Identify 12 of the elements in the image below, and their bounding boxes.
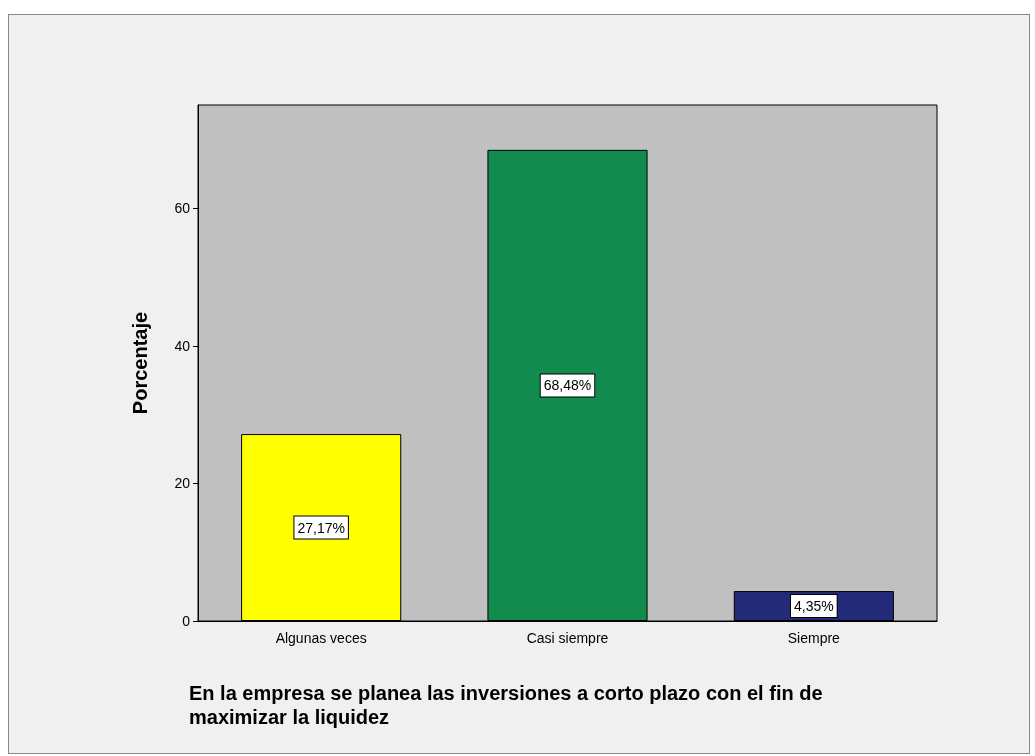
y-tick-label: 20 bbox=[174, 475, 191, 492]
data-label: 4,35% bbox=[793, 598, 834, 615]
data-label: 68,48% bbox=[543, 377, 592, 394]
x-tick-label: Algunas veces bbox=[275, 630, 367, 646]
x-axis-title: En la empresa se planea las inversiones a corto plazo con el fin de maximizar la liquidez bbox=[189, 682, 829, 728]
data-label: 27,17% bbox=[297, 519, 345, 536]
x-tick-label: Casi siempre bbox=[526, 630, 609, 646]
x-tick-label: Siempre bbox=[787, 630, 841, 646]
y-axis-title: Porcentaje bbox=[129, 311, 151, 415]
y-tick-label: 0 bbox=[182, 613, 191, 629]
y-tick-label: 60 bbox=[174, 200, 191, 217]
y-tick-label: 40 bbox=[174, 337, 191, 354]
